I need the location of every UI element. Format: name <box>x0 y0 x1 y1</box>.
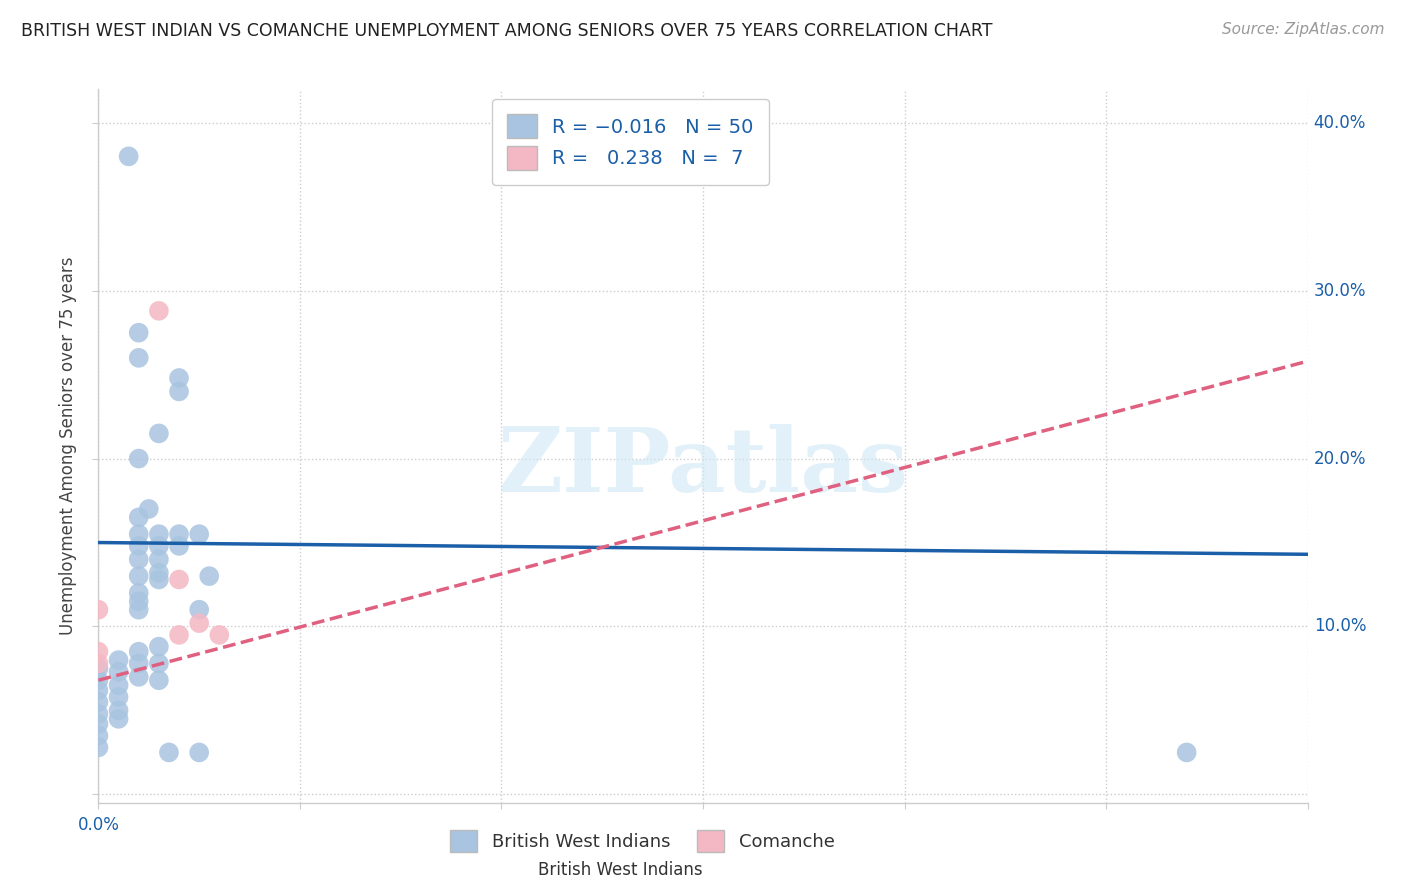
Point <box>87 673 110 688</box>
Text: British West Indians: British West Indians <box>538 861 703 879</box>
Point <box>107 712 129 726</box>
Point <box>128 657 150 671</box>
Point <box>107 690 129 704</box>
Point <box>157 746 180 760</box>
Point <box>128 586 150 600</box>
Text: 0.0%: 0.0% <box>77 815 120 834</box>
Point <box>107 678 129 692</box>
Point <box>188 527 211 541</box>
Point <box>87 661 110 675</box>
Text: BRITISH WEST INDIAN VS COMANCHE UNEMPLOYMENT AMONG SENIORS OVER 75 YEARS CORRELA: BRITISH WEST INDIAN VS COMANCHE UNEMPLOY… <box>21 22 993 40</box>
Point <box>167 527 190 541</box>
Point <box>148 566 170 580</box>
Point <box>167 371 190 385</box>
Point <box>148 573 170 587</box>
Point <box>148 657 170 671</box>
Point <box>128 569 150 583</box>
Y-axis label: Unemployment Among Seniors over 75 years: Unemployment Among Seniors over 75 years <box>59 257 77 635</box>
Point <box>128 326 150 340</box>
Text: 10.0%: 10.0% <box>1313 617 1367 635</box>
Point <box>148 303 170 318</box>
Text: Source: ZipAtlas.com: Source: ZipAtlas.com <box>1222 22 1385 37</box>
Point <box>148 539 170 553</box>
Point <box>87 729 110 743</box>
Text: ZIPatlas: ZIPatlas <box>498 424 908 511</box>
Point <box>87 657 110 671</box>
Point <box>87 717 110 731</box>
Point <box>87 695 110 709</box>
Point <box>188 746 211 760</box>
Point <box>128 645 150 659</box>
Point <box>128 351 150 365</box>
Point <box>208 628 231 642</box>
Point <box>1175 746 1198 760</box>
Point <box>148 673 170 688</box>
Point <box>107 665 129 679</box>
Point <box>188 616 211 631</box>
Point <box>148 527 170 541</box>
Point <box>167 628 190 642</box>
Point <box>107 653 129 667</box>
Point <box>167 539 190 553</box>
Point <box>128 510 150 524</box>
Point <box>148 426 170 441</box>
Point <box>167 384 190 399</box>
Point <box>128 552 150 566</box>
Text: 40.0%: 40.0% <box>1313 114 1367 132</box>
Point <box>148 640 170 654</box>
Point <box>128 451 150 466</box>
Point <box>128 594 150 608</box>
Point <box>128 603 150 617</box>
Point <box>148 552 170 566</box>
Point <box>198 569 221 583</box>
Point <box>87 603 110 617</box>
Point <box>188 603 211 617</box>
Text: 30.0%: 30.0% <box>1313 282 1367 300</box>
Legend: British West Indians, Comanche: British West Indians, Comanche <box>437 818 848 865</box>
Point <box>167 573 190 587</box>
Point <box>118 149 141 163</box>
Point <box>128 539 150 553</box>
Point <box>128 527 150 541</box>
Point <box>87 740 110 755</box>
Text: 20.0%: 20.0% <box>1313 450 1367 467</box>
Point <box>128 670 150 684</box>
Point <box>87 706 110 721</box>
Point <box>138 502 160 516</box>
Point <box>87 683 110 698</box>
Point <box>87 645 110 659</box>
Point <box>107 703 129 717</box>
